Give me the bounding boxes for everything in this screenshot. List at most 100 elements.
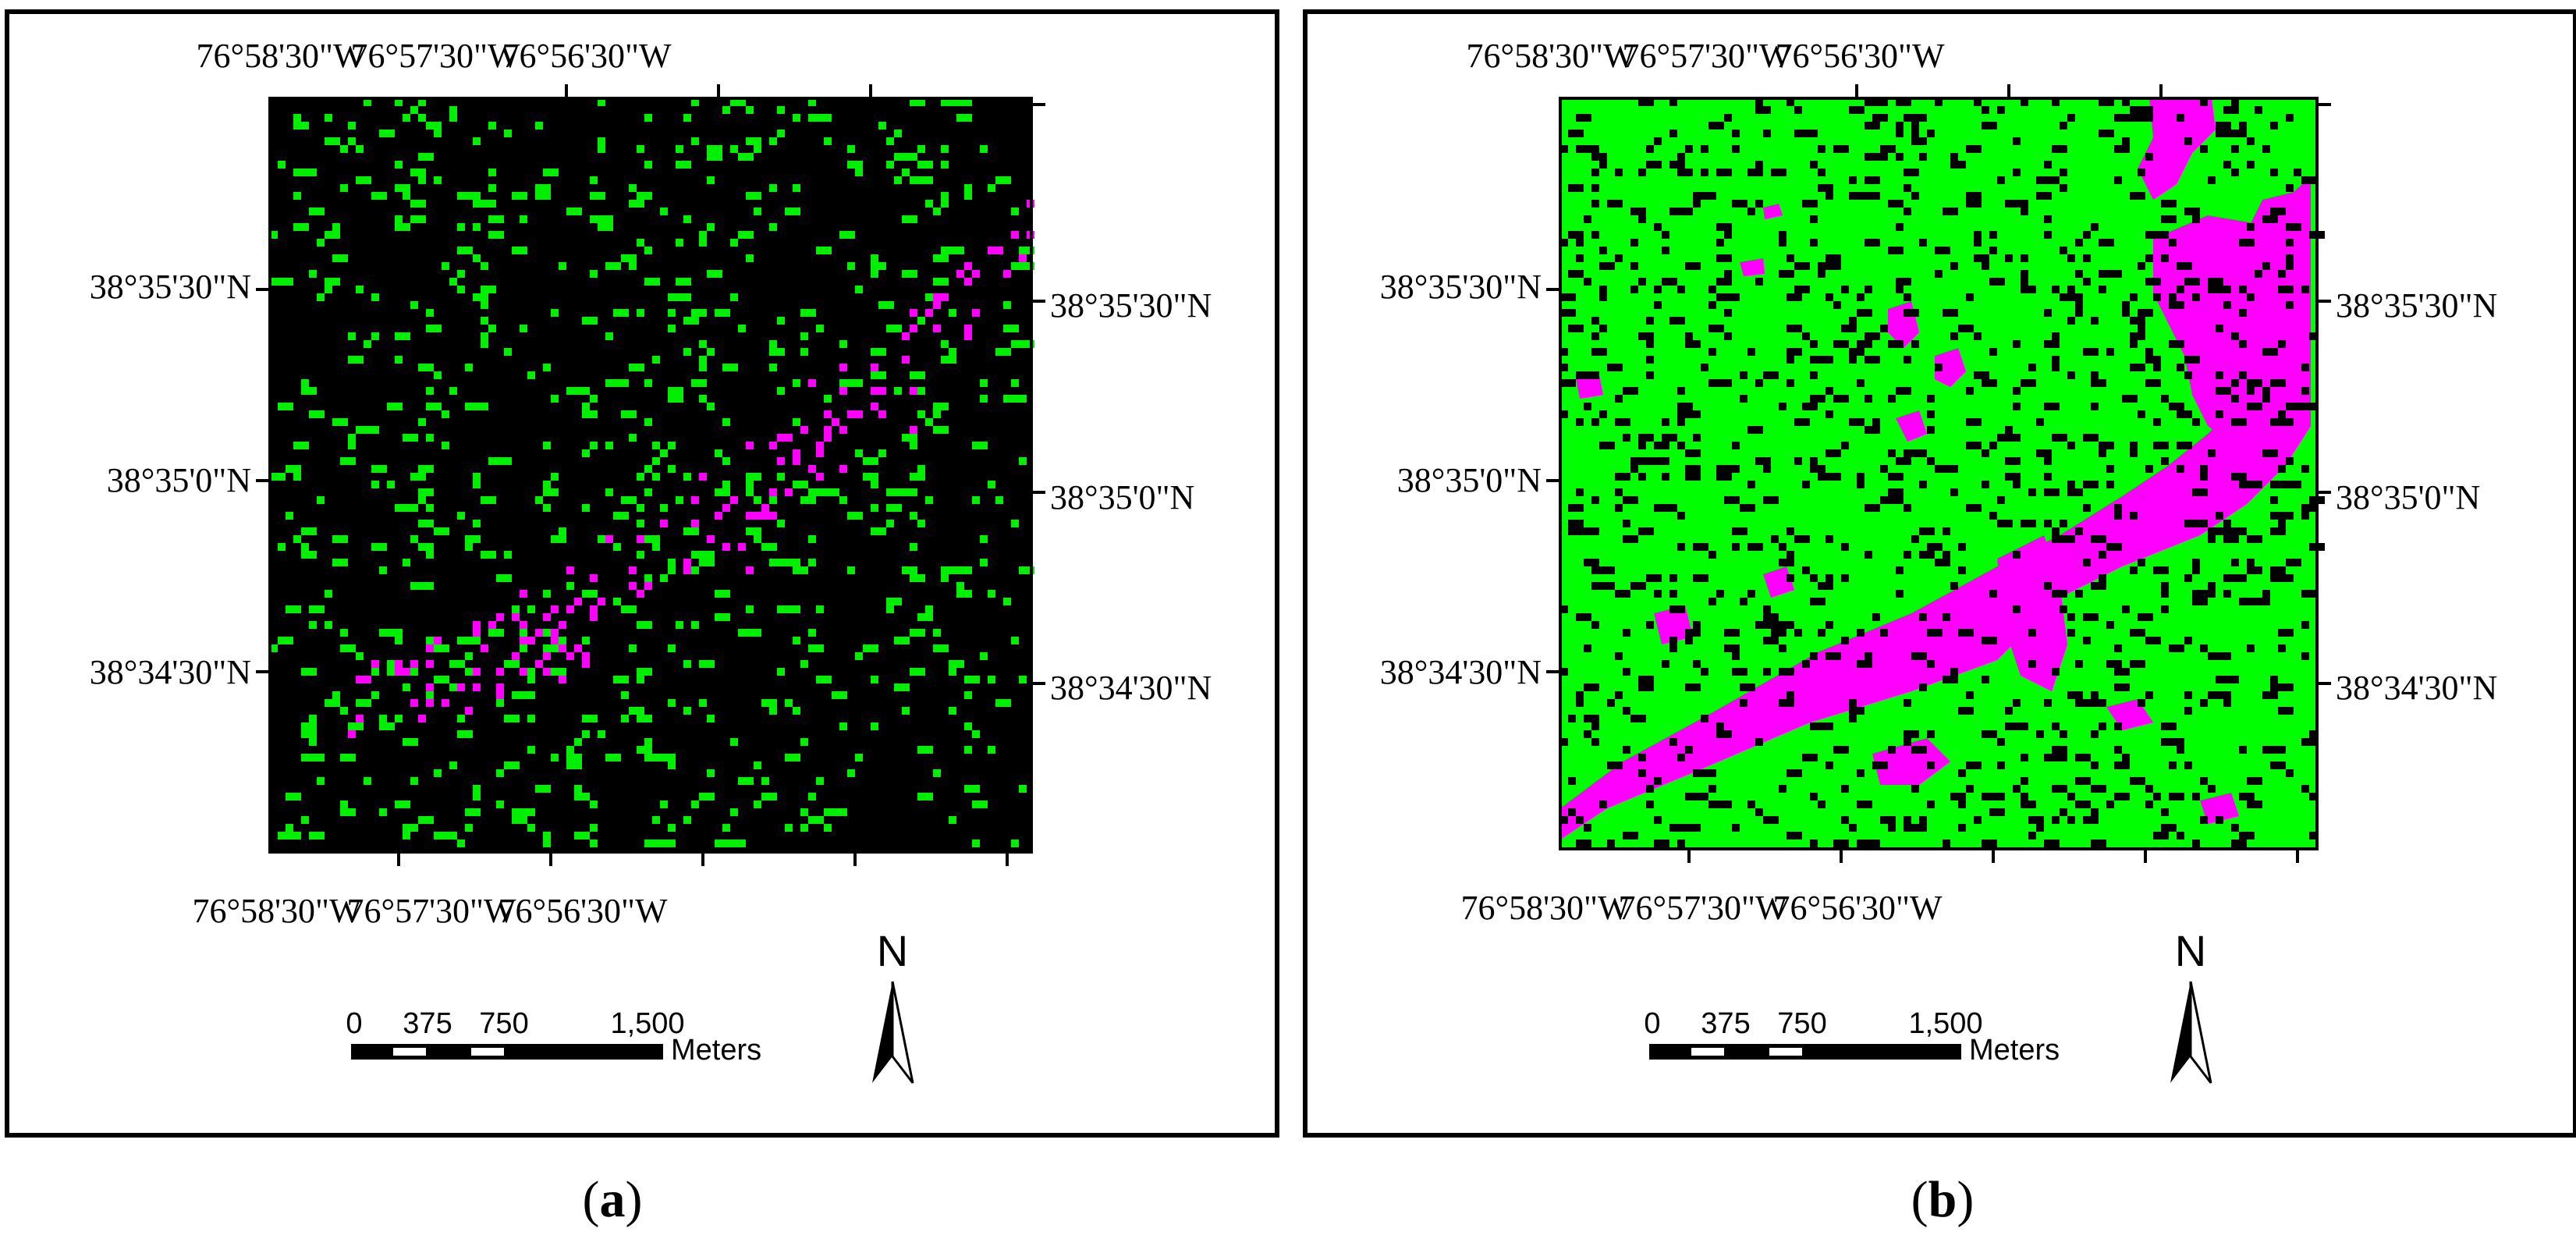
patch-pixel [527,637,535,644]
patch-pixel [769,512,777,520]
patch-region [1997,535,2067,691]
patch-pixel [855,410,863,418]
patch-pixel [777,457,785,465]
patch-pixel [933,293,941,301]
scale-tick-label: 750 [1777,1007,1826,1040]
patch-pixel [824,434,832,442]
patch-pixel [769,442,777,449]
top-lon-label: 76°56'30"W [502,37,671,75]
patch-pixel [746,442,754,449]
left-lat-label: 38°35'0"N [107,461,251,499]
patch-pixel [761,504,769,512]
bottom-lon-label: 76°56'30"W [1772,889,1942,927]
patch-pixel [520,668,527,676]
patch-pixel [730,496,738,504]
patch-region [1576,375,1603,399]
right-lat-label: 38°35'30"N [2336,286,2497,325]
map-panel-b: 76°58'30"W 76°57'30"W 76°56'30"W 76°58'30"W… [1303,9,2576,1138]
patch-pixel [995,247,1003,254]
patch-pixel [551,637,559,644]
scale-unit-label: Meters [1969,1034,2060,1067]
patch-pixel [371,660,379,668]
patch-pixel [878,387,886,395]
north-label: N [2175,926,2206,975]
bottom-lon-label: 76°58'30"W [1460,889,1630,927]
patch-pixel [590,574,598,582]
top-lon-label: 76°56'30"W [1775,37,1944,75]
patch-pixel [777,434,785,442]
right-lat-label: 38°34'30"N [2336,669,2497,707]
patch-pixel [824,410,832,418]
patch-pixel [839,426,847,434]
scale-tick-label: 1,500 [1908,1007,1982,1040]
map-panel-a: 76°58'30"W 76°57'30"W 76°56'30"W 76°58'30"W… [5,9,1279,1138]
speckle-layer [270,98,1034,847]
patch-pixel [574,644,582,652]
patch-pixel [800,426,808,434]
patch-pixel [910,387,917,395]
patch-pixel [816,449,824,457]
right-lat-label: 38°35'0"N [1050,478,1194,517]
patch-pixel [683,566,691,574]
bottom-lon-label: 76°56'30"W [498,892,667,930]
right-lat-label: 38°35'30"N [1050,286,1212,325]
caption-a: (a) [582,1171,643,1228]
patch-pixel [496,668,504,676]
patch-pixel [816,473,824,481]
north-arrow-icon [2170,981,2212,1084]
right-lat-label: 38°34'30"N [1050,669,1212,707]
patch-pixel [473,629,481,637]
patch-pixel [403,668,410,676]
patch-pixel [964,332,972,340]
patch-pixel [769,488,777,496]
patch-pixel [683,559,691,566]
patch-pixel [535,629,543,637]
patch-pixel [785,434,793,442]
patch-pixel [535,660,543,668]
patch-pixel [418,715,426,722]
patch-pixel [582,652,590,660]
patch-pixel [496,613,504,621]
patch-pixel [1019,254,1027,262]
patch-pixel [566,652,574,660]
patch-pixel [473,668,481,676]
patch-pixel [878,410,886,418]
speckle-pixels [1560,98,2325,847]
patch-pixel [488,621,496,629]
patch-pixel [839,364,847,371]
patch-pixel [691,496,699,504]
top-lon-label: 76°58'30"W [1466,37,1635,75]
left-lat-label: 38°35'30"N [90,268,251,306]
scale-tick-label: 750 [479,1007,528,1040]
north-label: N [877,926,908,975]
patch-region [1763,204,1783,219]
patch-pixel [426,644,434,652]
patch-pixel [520,637,527,644]
patch-pixel [512,652,520,660]
patch-pixel [637,590,644,598]
patch-pixel [925,309,933,317]
top-lon-label: 76°57'30"W [1622,37,1791,75]
patch-pixel [722,543,730,551]
left-lat-label: 38°34'30"N [1380,653,1542,691]
patch-pixel [941,293,949,301]
patch-pixel [574,598,582,605]
right-lat-label: 38°35'0"N [2336,478,2480,517]
patch-pixel [691,520,699,527]
patch-pixel [410,699,418,707]
patch-pixel [644,582,652,590]
patch-pixel [543,652,551,660]
patch-pixel [699,473,707,481]
scale-bar [1649,1044,1961,1060]
scale-unit-label: Meters [671,1034,761,1067]
patch-region [1740,258,1765,276]
patch-pixel [520,590,527,598]
patch-pixel [598,598,605,605]
patch-pixel [785,488,793,496]
patch-pixel [364,676,371,683]
patch-pixel [832,418,839,426]
bottom-lon-label: 76°57'30"W [1618,889,1787,927]
map-svg-a: 76°58'30"W76°57'30"W76°56'30"W76°58'30"W… [90,37,1212,1084]
patch-pixel [434,637,442,644]
patch-pixel [442,699,449,707]
